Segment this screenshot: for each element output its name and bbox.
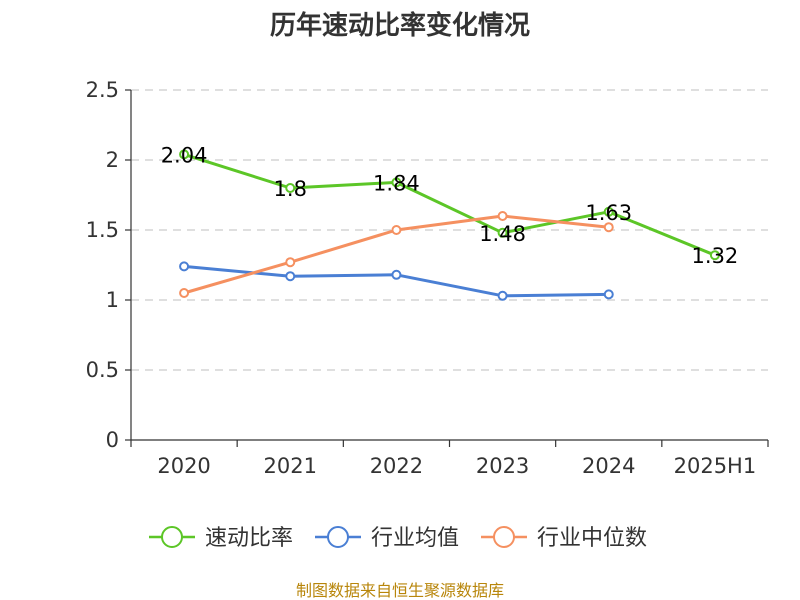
legend-marker-circle xyxy=(161,526,183,548)
data-point xyxy=(391,177,402,188)
data-point xyxy=(603,222,614,233)
y-tick-label: 2 xyxy=(106,148,119,172)
axes: 0 0.5 1 1.5 2 2.5 2020 2021 2022 2023 2024 2025H1 xyxy=(86,78,769,478)
data-source-note: 制图数据来自恒生聚源数据库 xyxy=(296,581,504,600)
data-point xyxy=(179,149,190,160)
data-point xyxy=(497,211,508,221)
data-point xyxy=(603,206,614,217)
y-tick-label: 0.5 xyxy=(86,358,119,382)
x-tick-label: 2023 xyxy=(476,454,529,478)
data-label: 1.8 xyxy=(274,177,307,201)
x-tick-label: 2021 xyxy=(264,454,317,478)
y-tick-label: 1 xyxy=(106,288,119,312)
data-label: 1.84 xyxy=(373,171,420,195)
data-point xyxy=(391,269,402,280)
y-tick-label: 1.5 xyxy=(86,218,119,242)
legend-label: 行业中位数 xyxy=(537,526,647,551)
data-point xyxy=(497,290,508,301)
data-point xyxy=(285,183,296,193)
legend: 速动比率 行业均值 行业中位数 xyxy=(149,526,647,551)
legend-marker-circle xyxy=(327,526,349,548)
y-tick-label: 0 xyxy=(106,428,119,452)
x-tick-label: 2020 xyxy=(157,454,210,478)
legend-label: 速动比率 xyxy=(205,526,293,551)
x-tick-label: 2024 xyxy=(582,454,635,478)
data-point xyxy=(285,271,296,282)
y-tick-label: 2.5 xyxy=(86,78,119,102)
data-labels: 2.04 1.8 1.84 1.48 1.63 1.32 xyxy=(161,143,739,268)
data-label: 1.32 xyxy=(692,244,739,268)
chart-title: 历年速动比率变化情况 xyxy=(270,10,530,41)
legend-label: 行业均值 xyxy=(371,526,459,551)
data-label: 2.04 xyxy=(161,143,208,167)
series-line-1 xyxy=(183,152,716,257)
data-point xyxy=(391,225,402,235)
grid xyxy=(131,89,768,371)
data-label: 1.48 xyxy=(479,222,526,246)
data-point xyxy=(603,289,614,300)
data-point xyxy=(179,288,190,298)
data-point xyxy=(709,250,720,261)
x-tick-label: 2022 xyxy=(370,454,423,478)
x-tick-label: 2025H1 xyxy=(674,454,757,478)
data-point xyxy=(179,261,190,272)
legend-marker-circle xyxy=(493,526,515,548)
data-label: 1.63 xyxy=(585,201,632,225)
series-layer xyxy=(179,149,720,301)
data-point xyxy=(497,227,508,238)
data-point xyxy=(285,257,296,268)
